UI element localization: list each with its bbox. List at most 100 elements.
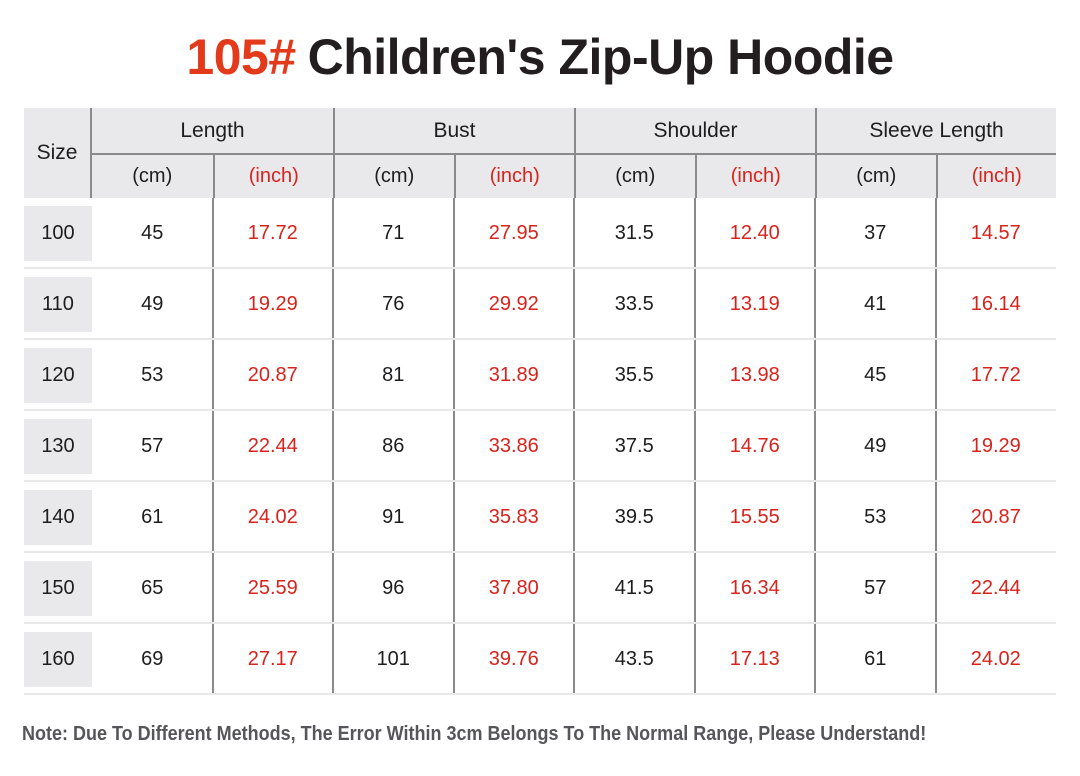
size-cell-label: 140 [24,490,92,545]
value-cell: 39.76 [488,648,539,670]
value-cell: 19.29 [970,435,1021,457]
value-cell: 45 [864,364,887,386]
value-cell: 22.44 [247,435,298,457]
value-cell: 35.5 [614,364,654,386]
table-row: 160 69 27.17 101 39.76 43.5 17.13 61 24.… [24,624,1056,695]
value-cell: 49 [141,293,164,315]
header-unit-cm: (cm) [815,155,936,198]
row-separator [24,480,1056,482]
size-table: Size Length Bust Shoulder Sleeve Length … [24,108,1056,695]
value-cell: 14.57 [970,222,1021,244]
value-cell: 33.5 [614,293,654,315]
value-cell: 12.40 [729,222,780,244]
value-cell: 14.76 [729,435,780,457]
value-cell: 71 [382,222,405,244]
row-separator [24,409,1056,411]
value-cell: 53 [864,506,887,528]
row-separator [24,267,1056,269]
header-group-bust: Bust [333,108,574,155]
value-cell: 24.02 [970,648,1021,670]
value-cell: 20.87 [247,364,298,386]
value-cell: 17.72 [247,222,298,244]
column-separator [452,198,455,695]
column-separator [211,198,214,695]
value-cell: 17.13 [729,648,780,670]
size-cell: 120 [24,340,92,411]
value-cell: 20.87 [970,506,1021,528]
size-cell-label: 100 [24,206,92,261]
value-cell: 13.19 [729,293,780,315]
value-cell: 61 [141,506,164,528]
value-cell: 27.95 [488,222,539,244]
size-cell-label: 110 [24,277,92,332]
value-cell: 25.59 [247,577,298,599]
value-cell: 37.5 [614,435,654,457]
table-body: 100 45 17.72 71 27.95 31.5 12.40 37 14.5… [24,198,1056,695]
value-cell: 19.29 [247,293,298,315]
table-header: Size Length Bust Shoulder Sleeve Length … [24,108,1056,198]
size-cell: 100 [24,198,92,269]
product-name: Children's Zip-Up Hoodie [307,29,894,85]
value-cell: 86 [382,435,405,457]
size-cell: 140 [24,482,92,553]
value-cell: 27.17 [247,648,298,670]
value-cell: 57 [141,435,164,457]
size-cell-label: 130 [24,419,92,474]
size-cell-label: 160 [24,632,92,687]
value-cell: 41 [864,293,887,315]
row-separator [24,338,1056,340]
value-cell: 41.5 [614,577,654,599]
size-cell-label: 120 [24,348,92,403]
header-unit-cm: (cm) [333,155,454,198]
value-cell: 15.55 [729,506,780,528]
value-cell: 31.89 [488,364,539,386]
page-title: 105# Children's Zip-Up Hoodie [0,0,1080,86]
value-cell: 37 [864,222,887,244]
value-cell: 24.02 [247,506,298,528]
table-row: 130 57 22.44 86 33.86 37.5 14.76 49 19.2… [24,411,1056,482]
column-separator [332,198,334,695]
column-separator [814,198,816,695]
value-cell: 91 [382,506,405,528]
size-cell: 150 [24,553,92,624]
value-cell: 53 [141,364,164,386]
size-cell: 130 [24,411,92,482]
value-cell: 17.72 [970,364,1021,386]
value-cell: 31.5 [614,222,654,244]
value-cell: 13.98 [729,364,780,386]
row-separator [24,622,1056,624]
row-separator [24,693,1056,695]
table-row: 140 61 24.02 91 35.83 39.5 15.55 53 20.8… [24,482,1056,553]
value-cell: 22.44 [970,577,1021,599]
value-cell: 16.14 [970,293,1021,315]
header-unit-inch: (inch) [453,155,575,198]
table-row: 110 49 19.29 76 29.92 33.5 13.19 41 16.1… [24,269,1056,340]
value-cell: 81 [382,364,405,386]
value-cell: 57 [864,577,887,599]
value-cell: 39.5 [614,506,654,528]
column-separator [693,198,696,695]
size-cell: 160 [24,624,92,695]
value-cell: 43.5 [614,648,654,670]
value-cell: 16.34 [729,577,780,599]
header-unit-inch: (inch) [212,155,334,198]
value-cell: 33.86 [488,435,539,457]
value-cell: 45 [141,222,164,244]
value-cell: 37.80 [488,577,539,599]
column-separator [573,198,575,695]
note-text: Note: Due To Different Methods, The Erro… [22,723,927,745]
header-group-shoulder: Shoulder [574,108,815,155]
header-group-sleeve-length: Sleeve Length [815,108,1056,155]
value-cell: 101 [376,648,410,670]
value-cell: 96 [382,577,405,599]
header-group-length: Length [92,108,333,155]
size-cell: 110 [24,269,92,340]
header-unit-cm: (cm) [132,165,173,187]
value-cell: 29.92 [488,293,539,315]
value-cell: 49 [864,435,887,457]
table-row: 120 53 20.87 81 31.89 35.5 13.98 45 17.7… [24,340,1056,411]
table-row: 150 65 25.59 96 37.80 41.5 16.34 57 22.4… [24,553,1056,624]
value-cell: 61 [864,648,887,670]
row-separator [24,551,1056,553]
